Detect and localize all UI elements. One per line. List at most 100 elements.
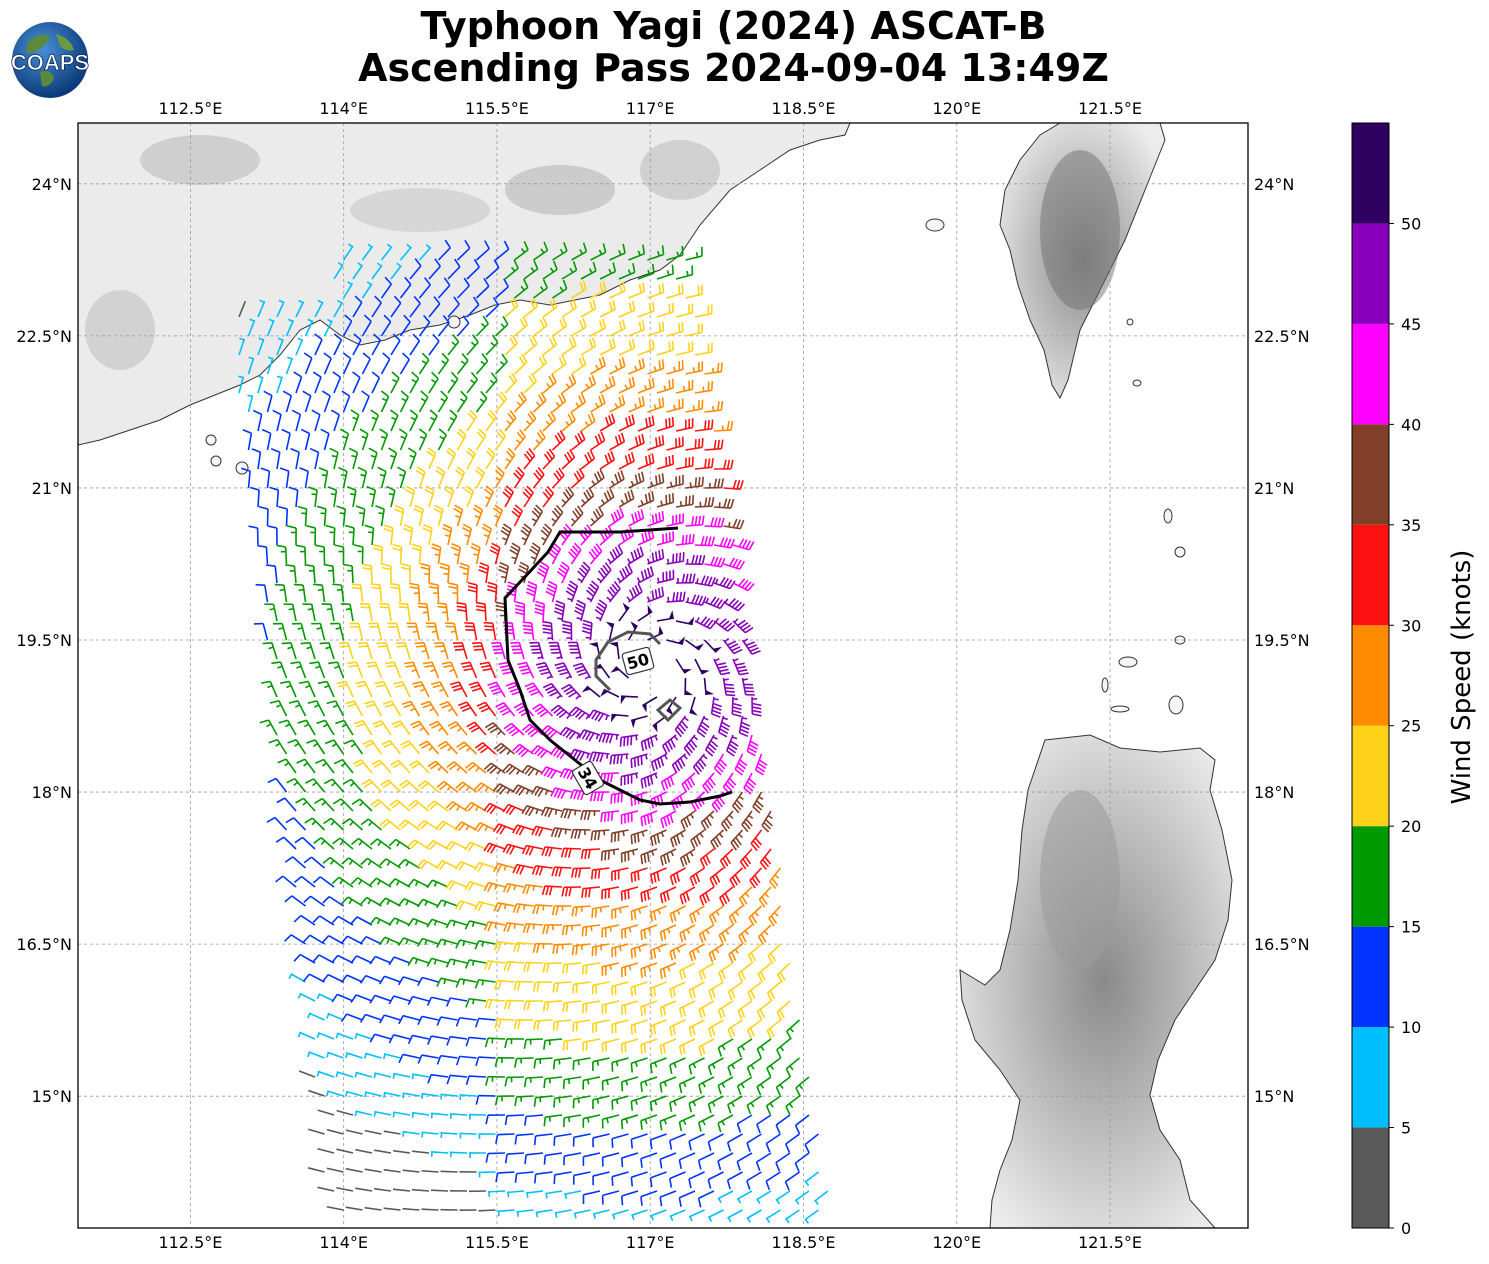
wind-barb [316,993,335,1002]
wind-barb [627,621,638,641]
wind-barb [611,1019,629,1034]
wind-barb [610,791,629,804]
wind-barb [704,596,727,610]
wind-barb [571,905,591,917]
wind-barb [317,1109,335,1116]
wind-barb [536,561,550,584]
wind-barb [428,582,440,603]
wind-barb [694,381,714,394]
wind-barb [426,879,449,888]
wind-barb [738,715,751,738]
wind-barb [688,1133,705,1151]
wind-barb [445,622,459,641]
colorbar-bin [1352,625,1389,726]
wind-barb [408,760,430,774]
wind-barb [525,580,538,603]
wind-barb [353,719,373,736]
wind-barb [710,696,723,718]
wind-barb [558,523,573,546]
wind-barb [669,1209,686,1221]
wind-barb [804,1133,819,1154]
wind-barb [406,622,421,641]
wind-barb [345,1167,363,1173]
wind-barb [389,799,411,812]
wind-barb [572,662,592,680]
wind-barb [656,493,675,508]
wind-barb [407,799,430,812]
wind-barb [731,791,744,814]
wind-barb [475,601,487,622]
wind-barb [685,361,704,375]
wind-barb [618,452,635,470]
wind-barb [649,981,667,998]
wind-barb [550,827,572,838]
wind-barb [455,1055,477,1066]
wind-barb [685,284,703,299]
wind-barb [379,858,401,869]
wind-barb [341,390,351,413]
wind-barb [449,1151,468,1158]
wind-barb [475,240,490,261]
wind-barb [609,642,620,660]
wind-barb [640,1000,658,1016]
lat-tick-label-left: 18°N [32,783,72,802]
wind-barb [402,1169,420,1173]
wind-barb [572,981,591,994]
wind-barb [620,962,639,977]
wind-barb [759,848,772,871]
wind-barb [689,867,705,887]
wind-barb [436,820,458,831]
colorbar-tick-label: 10 [1401,1018,1421,1037]
wind-barb [464,622,478,641]
wind-barb [312,876,335,888]
wind-barb [409,582,421,603]
wind-barb [290,447,300,470]
wind-barb [647,283,665,299]
wind-barb [430,1189,449,1192]
wind-barb [746,1133,762,1152]
wind-barb [309,447,320,470]
wind-barb [413,504,425,527]
wind-barb [417,602,430,622]
land-luzon [959,734,1248,1228]
wind-barb [591,943,610,957]
wind-barb [580,337,597,356]
lat-tick-label-left: 21°N [32,479,72,498]
wind-barb [630,715,648,729]
wind-barb [533,1095,553,1107]
wind-barb [679,886,696,905]
wind-barb [297,505,308,527]
wind-barb [362,563,373,584]
wind-barb [650,867,667,884]
wind-barb [540,806,563,818]
wind-barb [456,352,469,375]
wind-barb [561,411,576,432]
wind-barb [475,277,490,299]
wind-barb [492,823,515,835]
wind-barb [257,544,269,565]
wind-barb [723,598,746,612]
wind-barb [599,488,615,508]
wind-barb [441,661,459,679]
wind-barb [385,661,402,679]
wind-barb [373,1110,392,1117]
wind-barb [581,619,593,641]
wind-barb [379,428,389,451]
wind-barb [303,895,325,907]
wind-barb [345,1206,363,1211]
wind-barb [293,875,316,888]
wind-barb [487,1190,506,1197]
wind-barb [475,390,488,413]
wind-barb [532,392,547,413]
wind-barb [572,1171,591,1185]
wind-barb [723,518,745,530]
wind-barb [370,409,380,432]
wind-barb [248,525,259,546]
wind-barb [590,280,607,299]
wind-barb [359,1013,382,1023]
wind-barb [369,916,392,926]
map-frame [77,122,1249,1229]
wind-barb [694,458,714,470]
wind-barb [533,316,548,337]
